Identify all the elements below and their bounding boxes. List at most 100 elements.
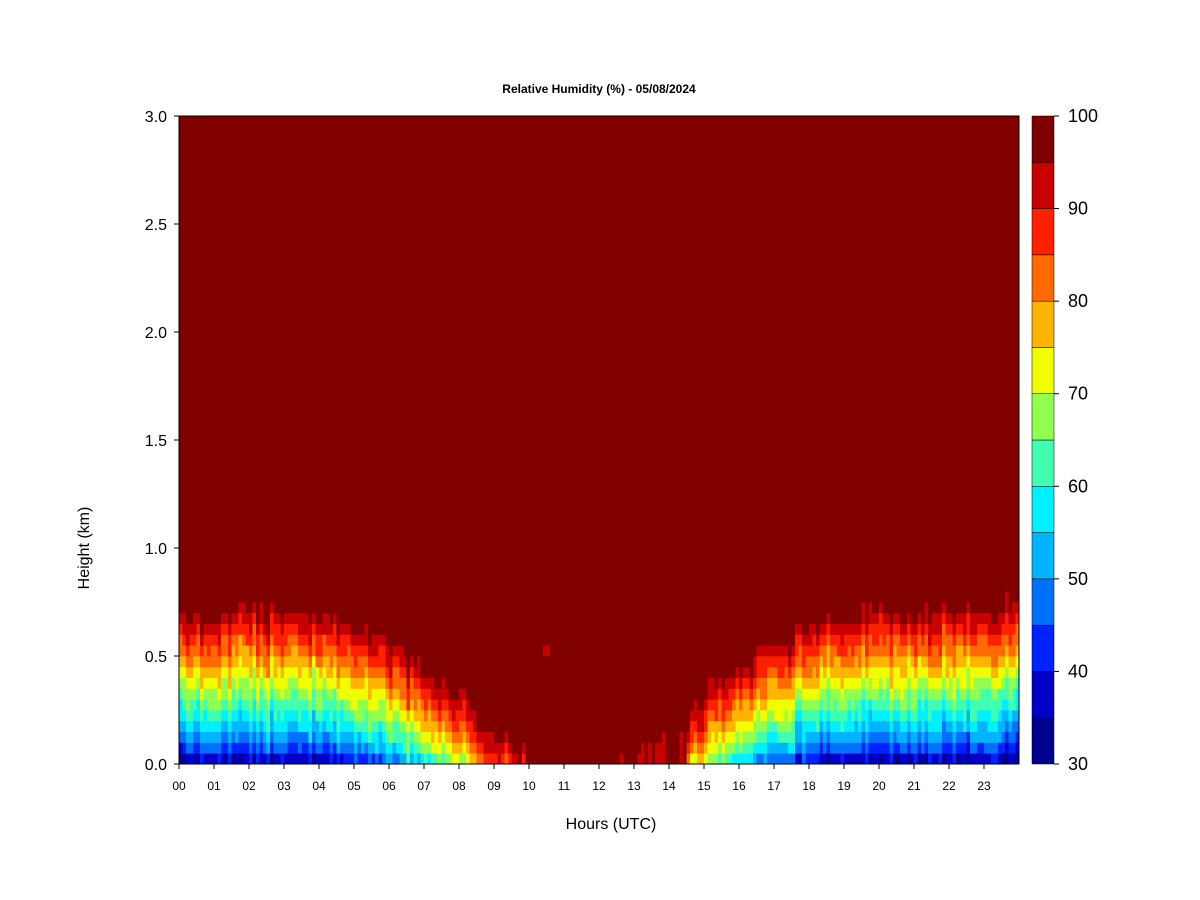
heatmap-cell: [389, 137, 393, 149]
heatmap-cell: [350, 267, 355, 279]
heatmap-cell: [256, 137, 260, 149]
heatmap-cell: [389, 656, 393, 668]
heatmap-cell: [336, 256, 341, 268]
heatmap-cell: [200, 375, 204, 387]
heatmap-cell: [235, 472, 239, 484]
heatmap-cell: [291, 483, 295, 495]
heatmap-cell: [326, 645, 330, 657]
heatmap-cell: [270, 688, 274, 700]
heatmap-cell: [182, 116, 187, 128]
heatmap-cell: [189, 537, 194, 549]
heatmap-cell: [326, 375, 330, 387]
heatmap-cell: [200, 688, 204, 700]
heatmap-cell: [459, 450, 463, 462]
heatmap-cell: [434, 137, 439, 149]
heatmap-cell: [385, 677, 390, 689]
heatmap-cell: [382, 191, 386, 203]
heatmap-cell: [420, 418, 425, 430]
heatmap-cell: [462, 180, 467, 192]
heatmap-cell: [399, 310, 404, 322]
heatmap-cell: [406, 256, 411, 268]
heatmap-cell: [179, 753, 183, 765]
heatmap-cell: [259, 440, 264, 452]
heatmap-cell: [298, 386, 302, 398]
heatmap-cell: [371, 548, 376, 560]
heatmap-cell: [245, 710, 250, 722]
heatmap-cell: [182, 170, 187, 182]
heatmap-cell: [326, 720, 330, 732]
heatmap-cell: [308, 418, 313, 430]
heatmap-cell: [431, 472, 435, 484]
heatmap-cell: [431, 126, 435, 138]
heatmap-cell: [431, 342, 435, 354]
heatmap-cell: [193, 364, 197, 376]
heatmap-cell: [245, 418, 250, 430]
heatmap-cell: [231, 299, 236, 311]
heatmap-cell: [357, 602, 362, 614]
heatmap-cell: [322, 461, 327, 473]
heatmap-cell: [438, 256, 442, 268]
heatmap-cell: [280, 710, 285, 722]
heatmap-cell: [217, 407, 222, 419]
heatmap-cell: [403, 288, 407, 300]
heatmap-cell: [280, 180, 285, 192]
heatmap-cell: [459, 234, 463, 246]
heatmap-cell: [312, 710, 316, 722]
heatmap-cell: [462, 472, 467, 484]
heatmap-cell: [319, 472, 323, 484]
heatmap-cell: [361, 278, 365, 290]
heatmap-cell: [203, 461, 208, 473]
heatmap-cell: [186, 278, 190, 290]
heatmap-cell: [347, 558, 351, 570]
heatmap-cell: [399, 569, 404, 581]
heatmap-cell: [242, 710, 246, 722]
heatmap-cell: [371, 688, 376, 700]
heatmap-cell: [186, 321, 190, 333]
heatmap-cell: [249, 245, 253, 257]
heatmap-cell: [301, 483, 306, 495]
heatmap-cell: [284, 526, 288, 538]
heatmap-cell: [378, 288, 383, 300]
heatmap-cell: [347, 267, 351, 279]
heatmap-cell: [406, 504, 411, 516]
heatmap-cell: [249, 526, 253, 538]
heatmap-cell: [350, 202, 355, 214]
heatmap-cell: [238, 407, 243, 419]
heatmap-cell: [186, 407, 190, 419]
heatmap-cell: [280, 386, 285, 398]
heatmap-cell: [203, 612, 208, 624]
heatmap-cell: [389, 483, 393, 495]
heatmap-cell: [350, 191, 355, 203]
heatmap-cell: [235, 375, 239, 387]
heatmap-cell: [322, 699, 327, 711]
heatmap-cell: [417, 288, 421, 300]
heatmap-cell: [259, 666, 264, 678]
heatmap-cell: [375, 580, 379, 592]
heatmap-cell: [287, 180, 292, 192]
heatmap-cell: [266, 472, 271, 484]
heatmap-cell: [347, 396, 351, 408]
heatmap-cell: [242, 396, 246, 408]
heatmap-cell: [452, 234, 456, 246]
heatmap-cell: [438, 407, 442, 419]
heatmap-cell: [256, 332, 260, 344]
heatmap-cell: [224, 170, 229, 182]
heatmap-cell: [245, 332, 250, 344]
heatmap-cell: [378, 116, 383, 128]
heatmap-cell: [203, 245, 208, 257]
heatmap-cell: [182, 645, 187, 657]
heatmap-cell: [259, 742, 264, 754]
heatmap-cell: [273, 126, 278, 138]
heatmap-cell: [343, 602, 348, 614]
heatmap-cell: [210, 148, 215, 160]
heatmap-cell: [308, 720, 313, 732]
heatmap-cell: [266, 569, 271, 581]
heatmap-cell: [354, 494, 358, 506]
heatmap-cell: [203, 234, 208, 246]
heatmap-cell: [277, 234, 281, 246]
heatmap-cell: [210, 612, 215, 624]
heatmap-cell: [399, 720, 404, 732]
heatmap-cell: [427, 494, 432, 506]
heatmap-cell: [427, 202, 432, 214]
heatmap-cell: [259, 159, 264, 171]
